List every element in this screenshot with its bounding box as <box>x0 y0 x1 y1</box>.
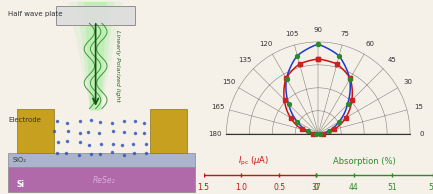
Text: 0: 0 <box>313 183 318 191</box>
Text: 60: 60 <box>365 41 375 47</box>
Text: 51: 51 <box>387 183 397 191</box>
Text: Half wave plate: Half wave plate <box>8 11 63 16</box>
Text: 120: 120 <box>260 41 273 47</box>
Text: 105: 105 <box>285 30 298 36</box>
Text: $I_{\mathrm{pc}}\ (\mu\mathrm{A})$: $I_{\mathrm{pc}}\ (\mu\mathrm{A})$ <box>239 154 270 168</box>
Text: 150: 150 <box>222 79 235 85</box>
FancyBboxPatch shape <box>8 167 195 192</box>
Text: Si: Si <box>16 180 25 189</box>
Text: 0: 0 <box>420 131 424 137</box>
Text: ReSe₂: ReSe₂ <box>93 176 115 185</box>
Text: 15: 15 <box>414 104 423 110</box>
Text: Electrode: Electrode <box>8 117 41 123</box>
Text: 75: 75 <box>341 30 349 36</box>
Text: 1.5: 1.5 <box>197 183 210 191</box>
Polygon shape <box>84 2 107 111</box>
Text: 0.5: 0.5 <box>273 183 285 191</box>
Polygon shape <box>68 2 123 111</box>
Text: 1.0: 1.0 <box>236 183 247 191</box>
Text: 30: 30 <box>404 79 413 85</box>
Text: SiO₂: SiO₂ <box>13 157 26 163</box>
Text: 90: 90 <box>314 27 323 33</box>
Polygon shape <box>77 2 114 111</box>
Text: 180: 180 <box>208 131 221 137</box>
Text: Linearly Polarized light: Linearly Polarized light <box>115 30 120 102</box>
Text: 135: 135 <box>238 57 252 63</box>
FancyBboxPatch shape <box>56 6 135 25</box>
Text: 44: 44 <box>349 183 359 191</box>
Text: 165: 165 <box>211 104 225 110</box>
Text: 58: 58 <box>428 183 433 191</box>
FancyBboxPatch shape <box>16 109 54 153</box>
Text: Absorption (%): Absorption (%) <box>333 157 395 165</box>
FancyBboxPatch shape <box>8 153 195 167</box>
Text: 45: 45 <box>387 57 396 63</box>
FancyBboxPatch shape <box>150 109 187 153</box>
Text: 37: 37 <box>311 183 321 191</box>
